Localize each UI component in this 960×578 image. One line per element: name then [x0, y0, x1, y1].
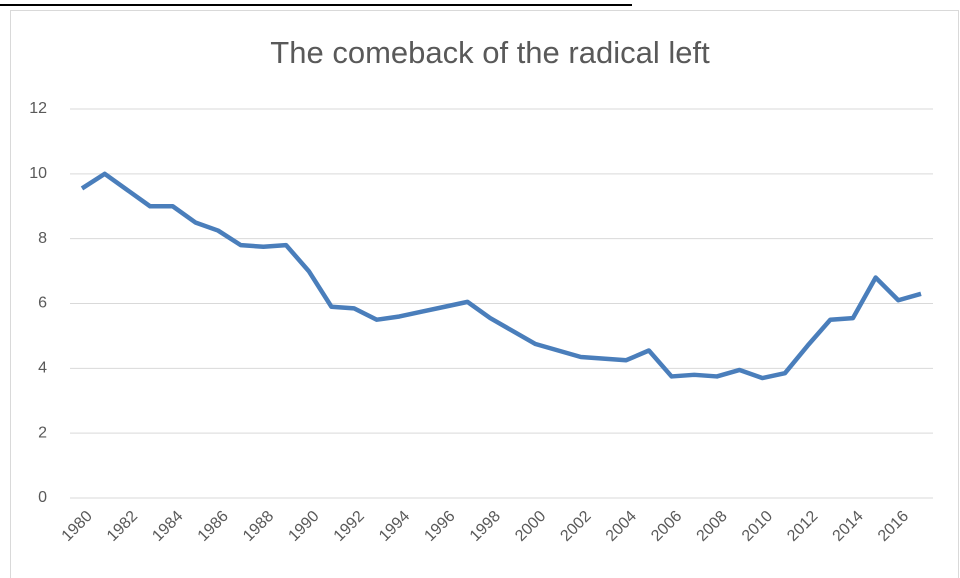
x-tick-label: 2008: [694, 508, 731, 545]
y-tick-label: 2: [38, 424, 47, 441]
chart-frame: [10, 10, 959, 578]
line: [80, 171, 922, 381]
x-tick-label: 2010: [739, 508, 776, 545]
y-tick-label: 6: [38, 295, 47, 312]
x-tick-label: 2002: [557, 508, 594, 545]
x-tick-label: 1990: [285, 508, 322, 545]
x-tick-label: 1984: [149, 508, 186, 545]
x-tick-label: 1982: [104, 508, 141, 545]
y-tick-label: 10: [29, 165, 47, 182]
x-tick-label: 2004: [603, 508, 640, 545]
x-tick-label: 2016: [875, 508, 912, 545]
x-tick-label: 2006: [648, 508, 685, 545]
y-tick-label: 4: [38, 360, 47, 377]
x-tick-label: 1980: [59, 508, 96, 545]
x-tick-label: 2014: [830, 508, 867, 545]
y-tick-label: 0: [38, 489, 47, 506]
y-tick-label: 12: [29, 100, 47, 117]
x-tick-label: 2012: [784, 508, 821, 545]
x-tick-label: 2000: [512, 508, 549, 545]
y-tick-label: 8: [38, 230, 47, 247]
x-tick-label: 1986: [195, 508, 232, 545]
x-tick-label: 1994: [376, 508, 413, 545]
chart-title: The comeback of the radical left: [270, 35, 710, 70]
x-tick-label: 1998: [467, 508, 504, 545]
x-tick-label: 1988: [240, 508, 277, 545]
x-tick-label: 1996: [421, 508, 458, 545]
x-tick-label: 1992: [331, 508, 368, 545]
